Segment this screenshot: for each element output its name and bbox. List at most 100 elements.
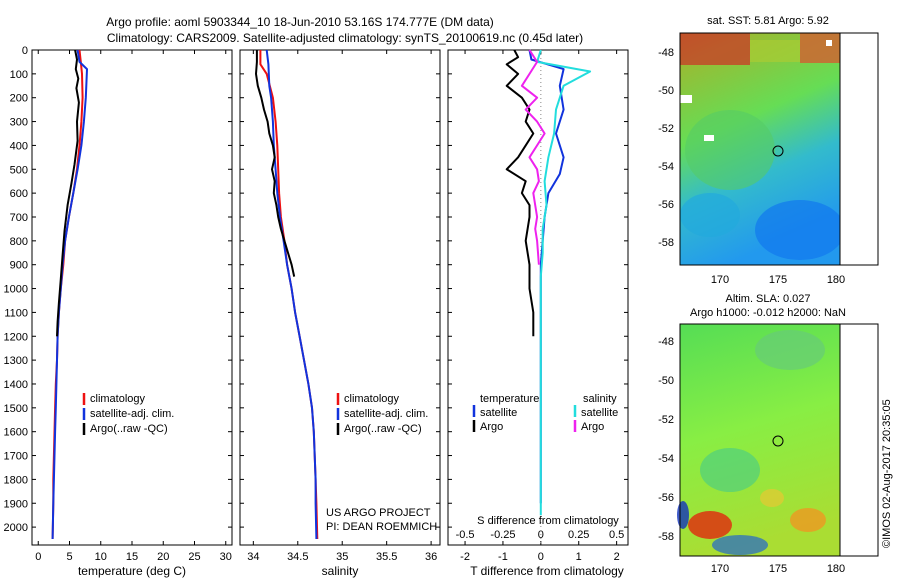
sst-map-yticks: -48 -50 -52 -54 -56 -58: [658, 47, 674, 249]
figure-title: Argo profile: aoml 5903344_10 18-Jun-201…: [106, 15, 494, 29]
ytick-label: 900: [10, 260, 28, 272]
xtick-label: 10: [95, 551, 107, 563]
sst-map-margin: [839, 32, 879, 266]
imos-timestamp: ©IMOS 02-Aug-2017 20:35:05: [881, 399, 893, 548]
xtick-label: -2: [460, 551, 470, 563]
ytick-label: 1600: [4, 427, 28, 439]
ytick-label: 800: [10, 236, 28, 248]
sst-map-title: sat. SST: 5.81 Argo: 5.92: [707, 15, 829, 27]
series-line-satellite: [536, 49, 592, 516]
legend-label: climatology: [90, 393, 146, 405]
ytick-label: 1400: [4, 379, 28, 391]
legend-label: Argo(..raw -QC): [344, 423, 422, 435]
difference-panel-frame: [447, 49, 629, 546]
map-ytick: -58: [658, 531, 674, 543]
xtick-label: 1: [576, 551, 582, 563]
temperature-legend: climatology satellite-adj. clim. Argo(..…: [82, 393, 174, 435]
map-ytick: -52: [658, 123, 674, 135]
ytick-label: 500: [10, 164, 28, 176]
sst-land-patch: [826, 40, 832, 46]
xtick-label: 0: [538, 551, 544, 563]
sla-map: [677, 323, 879, 557]
xtick-label: 0: [35, 551, 41, 563]
map-ytick: -56: [658, 199, 674, 211]
sla-high-patch: [790, 508, 826, 532]
ytick-label: 1200: [4, 331, 28, 343]
map-xtick: 170: [711, 563, 729, 575]
x2tick-label: -0.25: [490, 529, 515, 541]
series-line-argo-raw-qc: [255, 50, 296, 277]
xtick-label: 34.5: [287, 551, 308, 563]
sst-map: [679, 32, 879, 266]
ytick-label: 700: [10, 212, 28, 224]
series-line-climatology: [259, 50, 319, 540]
map-ytick: -56: [658, 492, 674, 504]
project-line2: PI: DEAN ROEMMICH: [326, 521, 437, 533]
sst-land-patch: [680, 95, 692, 103]
legend-label: satellite: [480, 407, 517, 419]
salinity-panel-frame: [239, 49, 441, 546]
sla-map-subtitle: Argo h1000: -0.012 h2000: NaN: [690, 307, 846, 319]
x2tick-label: 0.5: [609, 529, 624, 541]
ytick-label: 600: [10, 188, 28, 200]
salinity-plot: 34 34.5 35 35.5 36: [240, 49, 440, 563]
legend-label: satellite: [581, 407, 618, 419]
legend-title-temperature: temperature: [480, 393, 539, 405]
series-line-climatology: [51, 49, 84, 540]
xtick-label: 34: [247, 551, 259, 563]
xtick-label: 35.5: [376, 551, 397, 563]
ytick-label: 100: [10, 69, 28, 81]
ytick-label: 200: [10, 93, 28, 105]
x2tick-label: 0.25: [568, 529, 589, 541]
ytick-label: 1100: [4, 307, 28, 319]
map-ytick: -48: [658, 336, 674, 348]
xtick-label: 30: [220, 551, 232, 563]
map-xtick: 175: [769, 563, 787, 575]
map-xtick: 170: [711, 274, 729, 286]
sst-cold-patch: [755, 200, 845, 260]
series-line-argo: [505, 49, 535, 337]
sla-map-title: Altim. SLA: 0.027: [726, 293, 811, 305]
xtick-label: 25: [188, 551, 200, 563]
ytick-label: 400: [10, 140, 28, 152]
sla-map-margin: [839, 323, 879, 557]
map-ytick: -58: [658, 237, 674, 249]
difference-top-label: S difference from climatology: [477, 515, 619, 527]
legend-label: climatology: [344, 393, 400, 405]
map-ytick: -50: [658, 375, 674, 387]
xtick-label: 36: [425, 551, 437, 563]
ytick-label: 1800: [4, 474, 28, 486]
sst-cold-patch: [680, 193, 740, 237]
ytick-label: 1000: [4, 284, 28, 296]
temperature-xlabel: temperature (deg C): [78, 564, 186, 578]
ytick-label: 2000: [4, 522, 28, 534]
xtick-label: -1: [498, 551, 508, 563]
sst-land-patch: [704, 135, 714, 141]
difference-xlabel: T difference from climatology: [470, 564, 624, 578]
sla-patch: [760, 489, 784, 507]
argo-location-marker: [772, 145, 784, 157]
ytick-label: 1300: [4, 355, 28, 367]
legend-label: satellite-adj. clim.: [90, 408, 174, 420]
xtick-label: 5: [66, 551, 72, 563]
legend-label: satellite-adj. clim.: [344, 408, 428, 420]
map-xtick: 175: [769, 274, 787, 286]
sla-map-xticks: 170 175 180: [711, 563, 845, 575]
legend-label: Argo: [480, 421, 503, 433]
difference-legend: temperature salinity satellite Argo sate…: [472, 393, 618, 433]
ytick-label: 1900: [4, 498, 28, 510]
sst-map-xticks: 170 175 180: [711, 274, 845, 286]
argo-location-marker: [772, 435, 784, 447]
series-line-satellite-adj-clim: [265, 49, 318, 540]
sst-warm-patch: [800, 33, 840, 63]
sla-low-patch: [712, 535, 768, 555]
map-ytick: -52: [658, 414, 674, 426]
sla-low-patch: [677, 501, 689, 529]
temperature-panel-frame: [31, 49, 233, 546]
sst-patch: [750, 40, 800, 62]
legend-title-salinity: salinity: [583, 393, 617, 405]
temperature-plot: 0100200300400500600700800900100011001200…: [4, 45, 232, 563]
map-ytick: -54: [658, 453, 674, 465]
xtick-label: 2: [614, 551, 620, 563]
